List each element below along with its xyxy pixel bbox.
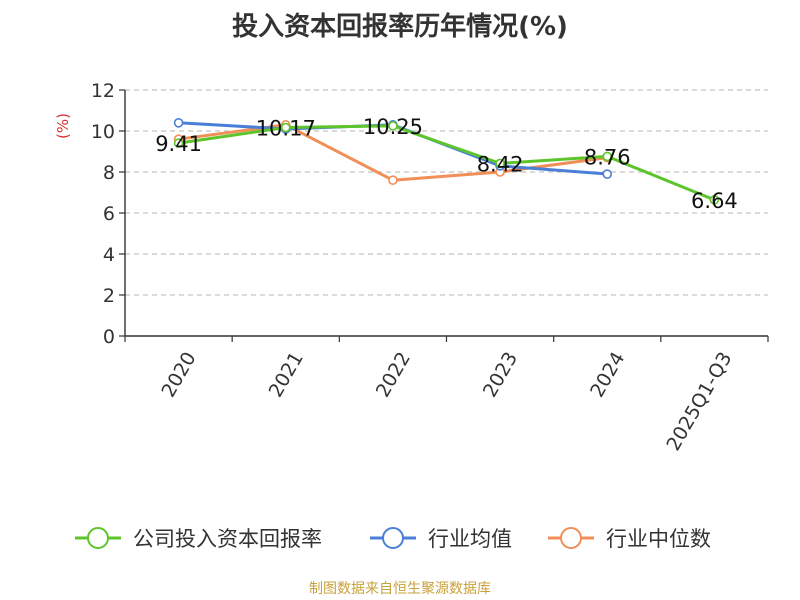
legend-swatch-marker-0 [87,527,109,549]
data-point-s0-5 [709,195,720,205]
data-point-s0-0 [173,138,184,148]
x-tick-label-2023: 2023 [479,348,522,401]
y-tick-label-4: 4 [103,244,115,266]
legend[interactable]: 公司投入资本回报率 行业均值 行业中位数 [75,527,711,551]
legend-swatch-marker-1 [382,527,404,549]
data-label-0: 9.41 [155,132,202,156]
data-point-s0-1 [280,122,291,133]
x-tick-label-2020: 2020 [157,348,200,401]
y-tick-label-2: 2 [103,285,115,307]
data-label-1: 10.17 [256,117,316,141]
y-tick-label-0: 0 [103,326,115,348]
data-label-2: 10.25 [363,115,423,139]
y-tick-label-8: 8 [103,162,115,184]
x-tick-label-2021: 2021 [265,348,308,401]
legend-label-1: 行业均值 [428,527,512,551]
data-point-s1-0 [173,118,184,128]
chart-title: 投入资本回报率历年情况(%) [232,12,568,42]
data-point-s0-3 [495,158,505,169]
y-tick-label-10: 10 [91,121,115,143]
y-axis-label: (%) [54,113,72,139]
gridlines [125,89,768,296]
legend-swatch-marker-2 [560,527,582,549]
data-point-s0-4 [602,151,613,162]
legend-item-1[interactable]: 行业均值 [370,527,512,551]
legend-label-2: 行业中位数 [606,527,711,551]
data-labels: 9.41 10.17 10.25 8.42 8.76 6.64 [155,115,738,213]
series-lines [173,118,720,205]
x-tick-label-2024: 2024 [586,348,629,401]
legend-item-0[interactable]: 公司投入资本回报率 [75,527,322,551]
x-tick-label-2025Q1-Q3: 2025Q1-Q3 [662,348,736,454]
data-label-3: 8.42 [477,152,524,176]
y-tick-label-12: 12 [91,80,115,102]
data-label-4: 8.76 [584,145,631,169]
legend-label-0: 公司投入资本回报率 [133,527,322,551]
y-tick-label-6: 6 [103,203,115,225]
legend-item-2[interactable]: 行业中位数 [548,527,711,551]
x-tick-label-2022: 2022 [372,348,415,401]
data-point-s1-4 [602,169,613,179]
data-point-s0-2 [388,121,398,131]
data-point-s2-2 [388,175,398,185]
source-note: 制图数据来自恒生聚源数据库 [309,581,491,597]
data-label-5: 6.64 [691,189,738,213]
series-line-0 [178,124,715,202]
